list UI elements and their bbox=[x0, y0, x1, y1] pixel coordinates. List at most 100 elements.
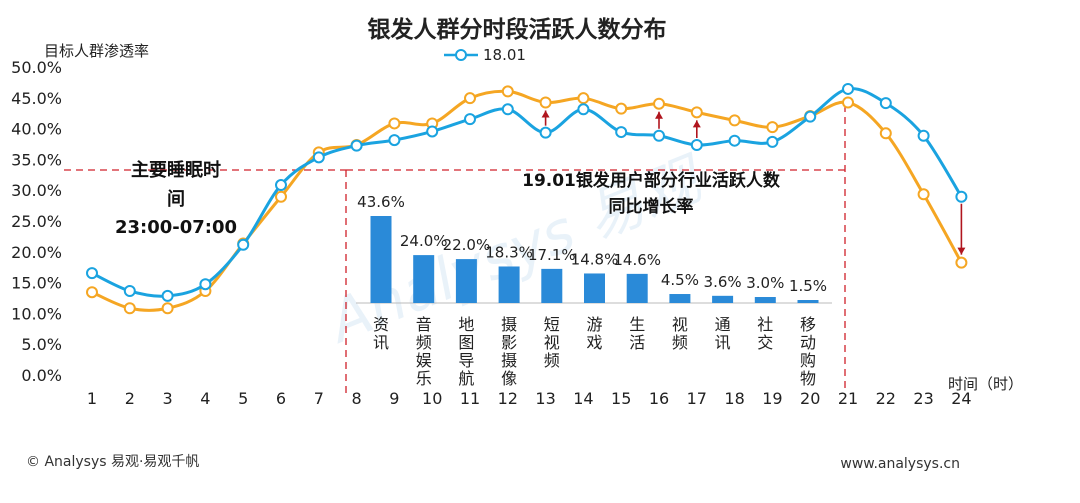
point-orange bbox=[879, 127, 892, 140]
point-orange bbox=[653, 97, 665, 110]
point-1801 bbox=[464, 113, 476, 126]
point-orange bbox=[955, 256, 968, 269]
inset-bar-category: 摄影摄像 bbox=[501, 315, 517, 388]
inset-bar bbox=[797, 300, 819, 303]
point-orange bbox=[766, 121, 779, 134]
y-tick-label: 25.0% bbox=[11, 212, 62, 231]
point-1801 bbox=[388, 134, 401, 147]
x-tick-label: 6 bbox=[276, 389, 286, 408]
point-orange bbox=[728, 114, 741, 127]
x-tick-label: 17 bbox=[687, 389, 707, 408]
inset-bar bbox=[584, 273, 605, 303]
sleep-annotation-line3: 23:00-07:00 bbox=[115, 217, 237, 238]
point-orange bbox=[123, 302, 136, 315]
x-ticks: 1 2 3 4 5 6 7 8 9 10 11 12 13 14 15 16 17 18 19 20 21 22 23 24 bbox=[87, 389, 972, 408]
inset-bar bbox=[712, 295, 734, 303]
x-tick-label: 11 bbox=[460, 389, 480, 408]
inset-bar-category: 生活 bbox=[629, 315, 645, 352]
x-tick-label: 16 bbox=[649, 389, 669, 408]
point-1801 bbox=[917, 129, 930, 142]
point-1801 bbox=[842, 82, 854, 95]
change-arrow-head bbox=[655, 111, 663, 119]
inset-bar-value: 3.6% bbox=[704, 273, 742, 291]
x-tick-label: 13 bbox=[535, 389, 555, 408]
point-orange bbox=[501, 85, 514, 98]
point-1801 bbox=[615, 126, 628, 139]
x-tick-label: 7 bbox=[314, 389, 324, 408]
point-1801 bbox=[955, 190, 968, 203]
y-tick-label: 5.0% bbox=[21, 335, 62, 354]
point-orange bbox=[388, 117, 401, 130]
inset-bar-category: 移动购物 bbox=[800, 315, 816, 388]
inset-bar bbox=[754, 297, 776, 303]
change-arrow-head bbox=[541, 110, 550, 118]
sleep-annotation: 主要睡眠时 间 23:00-07:00 bbox=[115, 159, 237, 238]
point-1801 bbox=[426, 125, 439, 138]
inset-bar bbox=[370, 216, 392, 303]
x-axis-label: 时间（时） bbox=[948, 375, 1023, 393]
legend-label-1801: 18.01 bbox=[483, 46, 526, 64]
inset-bar-value: 3.0% bbox=[746, 274, 784, 292]
inset-bar-category: 短视频 bbox=[544, 315, 560, 370]
inset-bar bbox=[626, 273, 648, 303]
inset-bar-value: 4.5% bbox=[661, 271, 699, 289]
x-tick-label: 1 bbox=[87, 389, 97, 408]
inset-bar bbox=[498, 266, 520, 303]
point-1801 bbox=[653, 129, 665, 142]
x-tick-label: 3 bbox=[163, 389, 173, 408]
sleep-annotation-line2: 间 bbox=[167, 189, 185, 210]
point-orange bbox=[161, 302, 174, 315]
point-1801 bbox=[312, 151, 325, 164]
x-tick-label: 10 bbox=[422, 389, 442, 408]
legend: 18.01 bbox=[444, 46, 526, 64]
y-tick-label: 40.0% bbox=[11, 120, 62, 139]
y-tick-label: 35.0% bbox=[11, 150, 62, 169]
point-1801 bbox=[350, 139, 363, 152]
point-orange bbox=[690, 106, 703, 119]
y-axis-label: 目标人群渗透率 bbox=[44, 42, 149, 60]
y-tick-label: 50.0% bbox=[11, 58, 62, 77]
point-1801 bbox=[275, 179, 287, 192]
inset-bar-chart: 19.01银发用户部分行业活跃人数 同比增长率 43.6% 资讯 24.0% 音频娱乐… bbox=[356, 170, 832, 388]
inset-bar-category: 社交 bbox=[757, 315, 773, 352]
inset-bar-value: 17.1% bbox=[528, 246, 576, 264]
inset-bar bbox=[669, 294, 691, 303]
x-tick-label: 18 bbox=[724, 389, 744, 408]
point-orange bbox=[86, 286, 98, 299]
change-arrow-head bbox=[957, 247, 966, 255]
inset-title-line2: 同比增长率 bbox=[609, 196, 694, 217]
y-tick-label: 0.0% bbox=[21, 366, 62, 385]
inset-bar-category: 音频娱乐 bbox=[416, 315, 432, 388]
point-1801 bbox=[123, 284, 136, 297]
x-tick-label: 19 bbox=[762, 389, 782, 408]
inset-bar-category: 视频 bbox=[672, 315, 688, 352]
point-1801 bbox=[577, 103, 590, 116]
x-tick-label: 8 bbox=[352, 389, 362, 408]
x-tick-label: 20 bbox=[800, 389, 820, 408]
x-tick-label: 23 bbox=[913, 389, 933, 408]
x-tick-label: 14 bbox=[573, 389, 593, 408]
point-1801 bbox=[161, 289, 174, 302]
inset-title-line1: 19.01银发用户部分行业活跃人数 bbox=[522, 170, 781, 191]
footer-url: www.analysys.cn bbox=[840, 456, 960, 472]
y-tick-label: 20.0% bbox=[11, 243, 62, 262]
point-orange bbox=[842, 96, 854, 109]
inset-bar-value: 18.3% bbox=[485, 243, 533, 261]
inset-bar bbox=[455, 259, 477, 303]
inset-bar-category: 资讯 bbox=[373, 315, 389, 352]
point-orange bbox=[539, 96, 552, 109]
inset-bar-value: 1.5% bbox=[789, 277, 827, 295]
y-tick-label: 10.0% bbox=[11, 304, 62, 323]
change-arrow-head bbox=[692, 120, 701, 128]
x-tick-label: 24 bbox=[951, 389, 971, 408]
point-orange bbox=[275, 190, 287, 203]
inset-bar-value: 14.8% bbox=[571, 250, 619, 268]
legend-marker-blue bbox=[455, 49, 467, 61]
x-tick-label: 5 bbox=[238, 389, 248, 408]
point-1801 bbox=[728, 134, 741, 147]
sleep-annotation-line1: 主要睡眠时 bbox=[131, 159, 221, 181]
x-tick-label: 15 bbox=[611, 389, 631, 408]
inset-bar-value: 43.6% bbox=[357, 193, 405, 211]
point-1801 bbox=[539, 126, 552, 139]
